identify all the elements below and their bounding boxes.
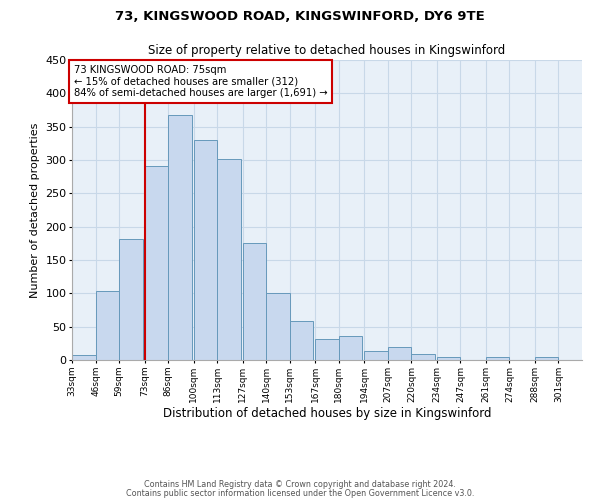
X-axis label: Distribution of detached houses by size in Kingswinford: Distribution of detached houses by size …: [163, 408, 491, 420]
Bar: [535, 356, 559, 360]
Bar: [412, 354, 435, 360]
Text: Contains HM Land Registry data © Crown copyright and database right 2024.: Contains HM Land Registry data © Crown c…: [144, 480, 456, 489]
Bar: [364, 350, 388, 360]
Bar: [194, 140, 217, 360]
Bar: [242, 242, 266, 360]
Text: Contains public sector information licensed under the Open Government Licence v3: Contains public sector information licen…: [126, 490, 474, 498]
Y-axis label: Number of detached properties: Number of detached properties: [30, 122, 40, 298]
Bar: [290, 322, 313, 360]
Bar: [339, 336, 362, 360]
Bar: [217, 158, 241, 360]
Bar: [315, 338, 339, 360]
Bar: [437, 356, 460, 360]
Title: Size of property relative to detached houses in Kingswinford: Size of property relative to detached ho…: [148, 44, 506, 58]
Text: 73 KINGSWOOD ROAD: 75sqm
← 15% of detached houses are smaller (312)
84% of semi-: 73 KINGSWOOD ROAD: 75sqm ← 15% of detach…: [74, 64, 328, 98]
Bar: [486, 356, 509, 360]
Bar: [388, 348, 412, 360]
Bar: [168, 116, 192, 360]
Text: 73, KINGSWOOD ROAD, KINGSWINFORD, DY6 9TE: 73, KINGSWOOD ROAD, KINGSWINFORD, DY6 9T…: [115, 10, 485, 23]
Bar: [72, 354, 95, 360]
Bar: [145, 166, 168, 360]
Bar: [266, 294, 290, 360]
Bar: [119, 240, 143, 360]
Bar: [95, 292, 119, 360]
